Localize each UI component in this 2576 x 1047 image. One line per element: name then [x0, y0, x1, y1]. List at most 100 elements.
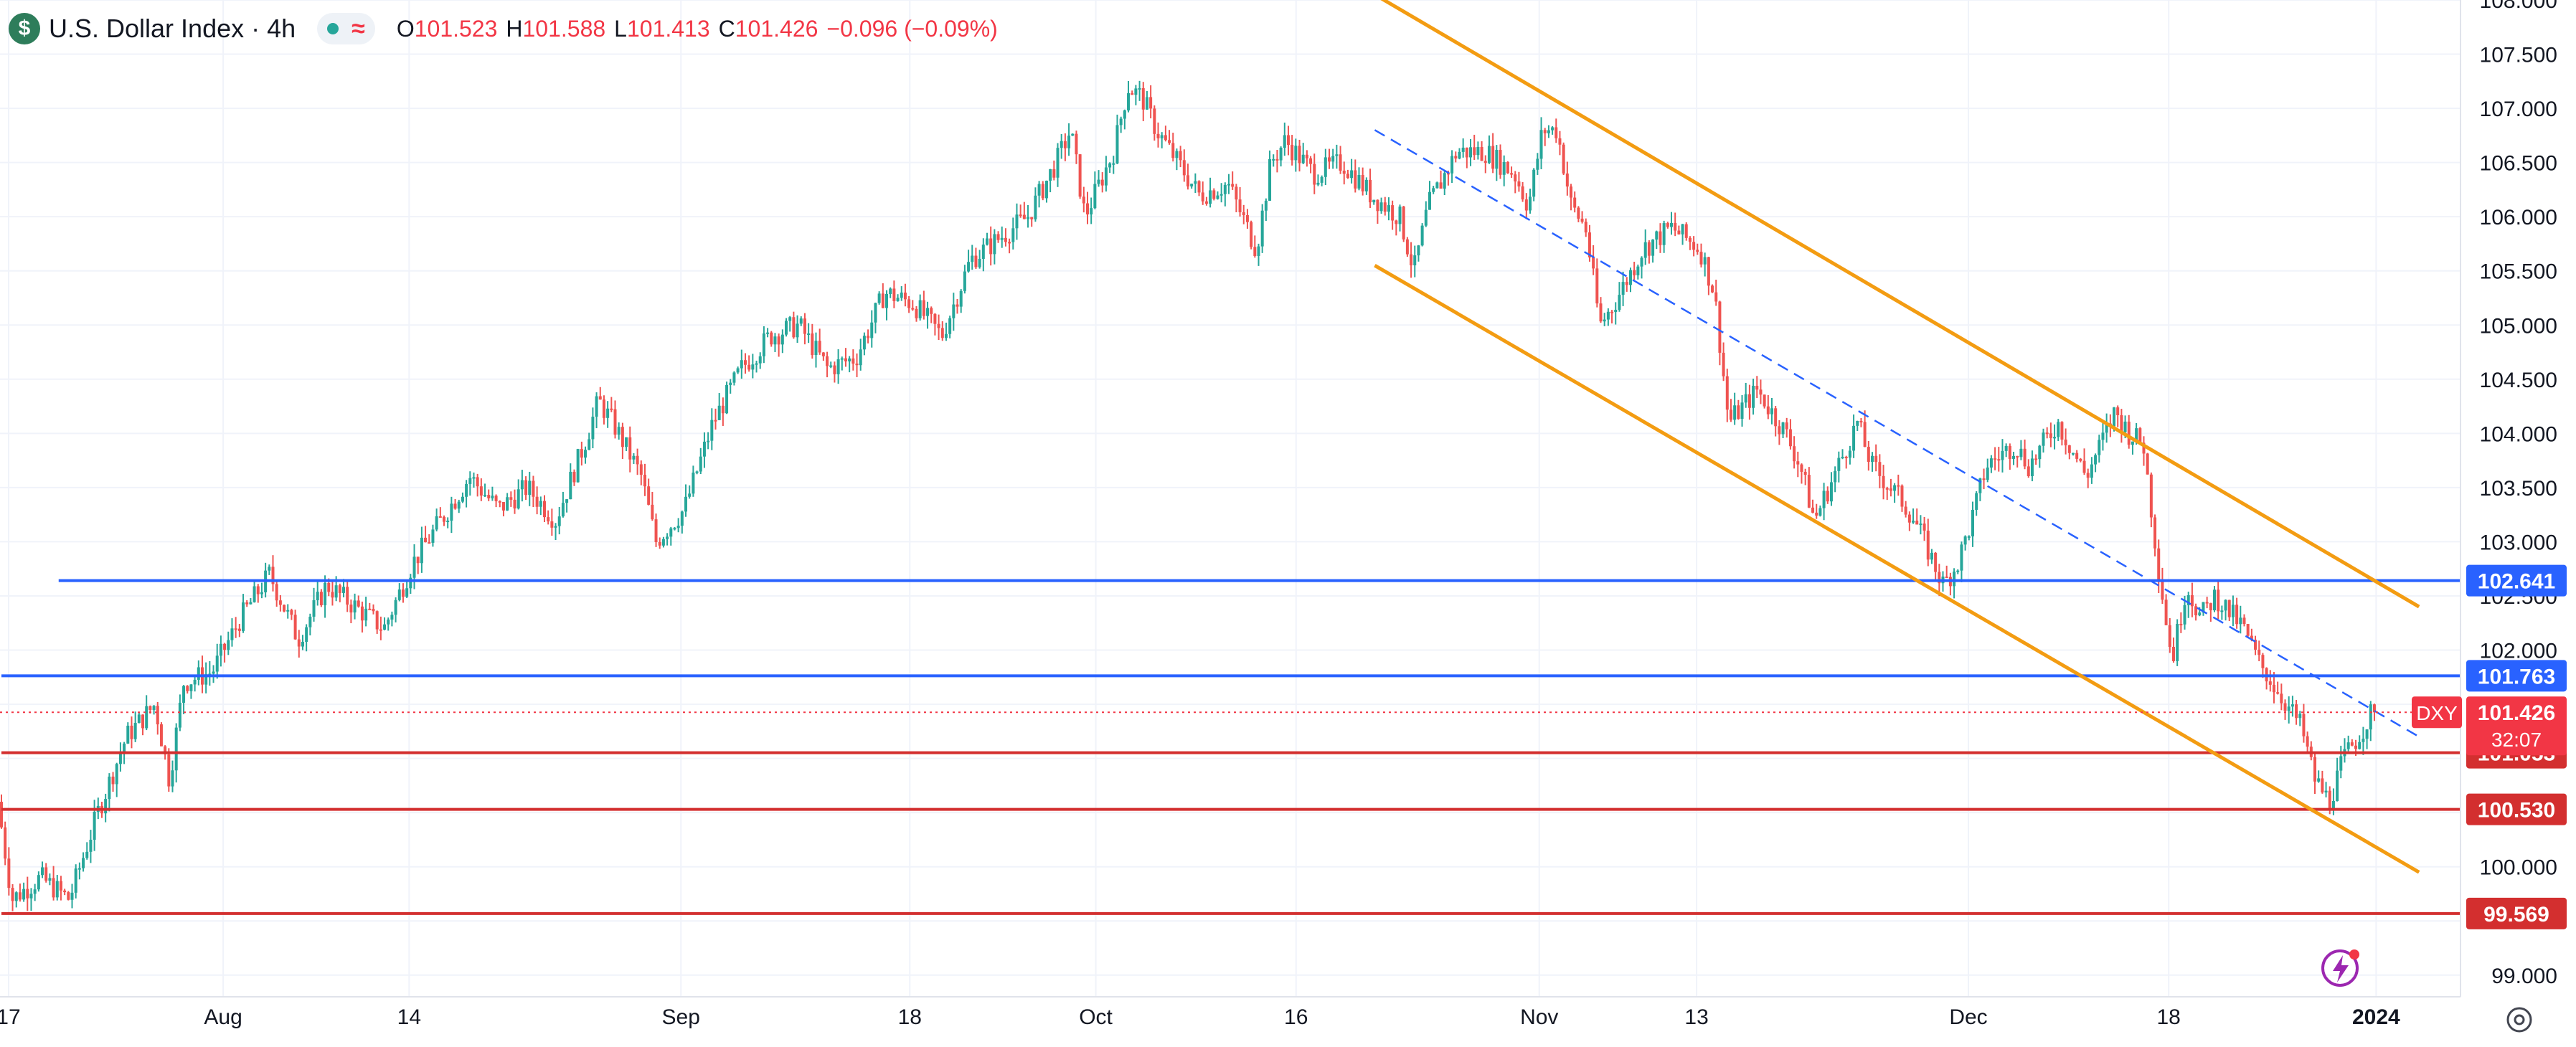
- candle-body: [290, 610, 293, 615]
- candle-body: [1149, 97, 1153, 109]
- candle-body: [2220, 610, 2224, 612]
- candle-body: [353, 600, 357, 613]
- candle-body: [2060, 422, 2064, 440]
- candle-body: [2268, 681, 2272, 685]
- candle-body: [636, 455, 639, 465]
- candle-body: [487, 495, 491, 498]
- candle-body: [2164, 600, 2168, 625]
- dollar-sign-icon[interactable]: $: [9, 13, 40, 44]
- price-tick-label: 104.000: [2480, 422, 2557, 446]
- price-tick-label: 108.000: [2480, 0, 2557, 13]
- candle-body: [2030, 458, 2034, 476]
- candle-body: [2317, 778, 2321, 782]
- candle-body: [1528, 196, 1532, 211]
- candle-body: [1829, 482, 1833, 502]
- candle-body: [483, 495, 487, 497]
- candle-body: [2250, 635, 2253, 640]
- candle-body: [1432, 188, 1435, 192]
- candle-body: [1420, 225, 1424, 246]
- candle-body: [572, 471, 576, 483]
- lightning-icon[interactable]: [2321, 949, 2359, 987]
- candle-body: [554, 526, 557, 528]
- candle-body: [1250, 222, 1253, 247]
- candle-body: [1085, 203, 1089, 214]
- candle-body: [1272, 158, 1275, 161]
- candle-body: [1703, 257, 1707, 265]
- candle-body: [2094, 455, 2098, 465]
- candle-body: [2346, 742, 2350, 749]
- candle-body: [926, 308, 930, 316]
- candle-body: [1744, 394, 1747, 403]
- candle-body: [1141, 87, 1145, 110]
- candle-body: [137, 714, 141, 724]
- time-tick-label: Sep: [662, 1005, 700, 1029]
- candle-body: [412, 556, 416, 578]
- candle-body: [2372, 704, 2376, 713]
- countdown-label: 32:07: [2491, 729, 2542, 751]
- candle-body: [2213, 589, 2217, 611]
- candle-body: [714, 420, 717, 422]
- grid-lines: [0, 0, 2461, 997]
- candle-body: [1554, 127, 1558, 138]
- candle-body: [2313, 757, 2316, 782]
- candle-body: [1216, 195, 1219, 199]
- candle-body: [707, 440, 710, 442]
- candle-body: [1967, 536, 1971, 538]
- candle-body: [1577, 207, 1580, 219]
- ohlc-readout: O101.523 H101.588 L101.413 C101.426 −0.0…: [397, 16, 998, 42]
- candle-body: [1428, 191, 1431, 210]
- candle-body: [1197, 181, 1201, 193]
- candle-body: [1907, 514, 1911, 523]
- symbol-title[interactable]: U.S. Dollar Index · 4h: [49, 14, 296, 43]
- candle-body: [1034, 195, 1037, 219]
- candle-body: [1733, 405, 1737, 420]
- candle-body: [1815, 512, 1818, 516]
- candle-body: [516, 489, 520, 508]
- candle-body: [1889, 488, 1892, 491]
- candle-body: [453, 503, 457, 509]
- candle-body: [431, 529, 435, 543]
- price-tick-label: 105.500: [2480, 260, 2557, 284]
- market-status-pill[interactable]: ≈: [317, 13, 375, 44]
- price-tick-label: 104.500: [2480, 369, 2557, 392]
- candle-body: [673, 528, 676, 530]
- candle-body: [1696, 250, 1699, 252]
- candle-body: [952, 304, 956, 318]
- candle-body: [1573, 197, 1577, 208]
- candle-body: [967, 262, 971, 272]
- candle-body: [1331, 156, 1335, 162]
- candle-body: [1666, 223, 1669, 227]
- candle-body: [1867, 447, 1870, 462]
- candle-body: [2012, 455, 2016, 459]
- price-axis-bg: [2461, 0, 2576, 1047]
- candle-body: [357, 600, 360, 607]
- candle-body: [204, 674, 208, 685]
- candle-body: [242, 602, 245, 631]
- candle-body: [602, 399, 605, 418]
- candle-body: [1502, 161, 1506, 175]
- candle-body: [1483, 161, 1487, 164]
- candle-body: [1342, 171, 1346, 174]
- candle-body: [1022, 214, 1026, 219]
- candle-body: [989, 238, 993, 255]
- lightning-icon-ring: [2321, 949, 2359, 987]
- price-tick-label: 107.500: [2480, 44, 2557, 67]
- candle-body: [2149, 474, 2153, 518]
- candle-body: [2350, 742, 2354, 746]
- candle-body: [933, 313, 937, 324]
- last-price-tag: [2466, 696, 2567, 756]
- candle-body: [658, 542, 661, 546]
- candle-body: [1711, 285, 1714, 293]
- gear-icon[interactable]: [2506, 1007, 2532, 1033]
- candle-body: [1082, 196, 1085, 204]
- time-tick-label: 16: [1284, 1005, 1308, 1029]
- candle-body: [253, 586, 256, 602]
- channel-lower-line: [1374, 264, 2420, 874]
- candle-body: [1383, 202, 1387, 212]
- candle-body: [55, 881, 59, 898]
- candle-body: [2146, 453, 2149, 475]
- channel-upper-line: [1380, 0, 2420, 609]
- candle-body: [1800, 464, 1803, 472]
- candle-body: [1037, 184, 1041, 196]
